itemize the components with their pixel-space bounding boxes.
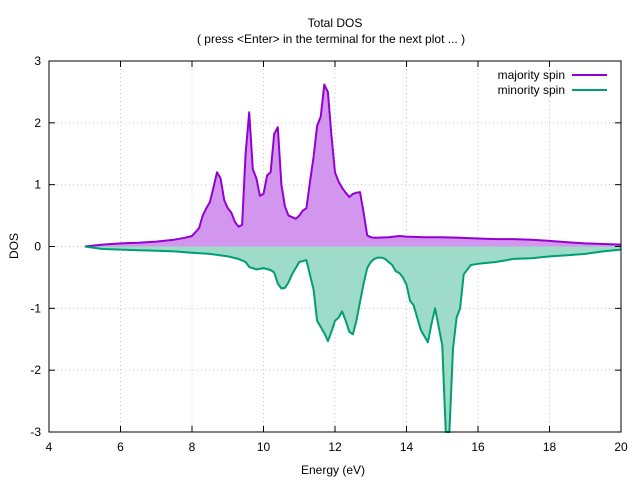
- x-axis-label: Energy (eV): [301, 463, 365, 477]
- y-tick-label: 3: [34, 54, 41, 68]
- x-tick-label: 6: [117, 440, 124, 454]
- y-tick-label: -3: [30, 425, 41, 439]
- x-tick-label: 14: [400, 440, 414, 454]
- x-tick-label: 20: [614, 440, 628, 454]
- legend-label-majority: majority spin: [498, 68, 565, 82]
- x-tick-label: 12: [328, 440, 342, 454]
- x-tick-label: 8: [189, 440, 196, 454]
- x-tick-label: 18: [543, 440, 557, 454]
- chart-title: Total DOS: [308, 16, 363, 30]
- x-tick-label: 10: [257, 440, 271, 454]
- series-fill-minority: [84, 246, 622, 432]
- y-tick-label: 2: [34, 116, 41, 130]
- axes: [48, 60, 622, 433]
- y-axis-label: DOS: [7, 233, 21, 259]
- y-tick-label: 1: [34, 178, 41, 192]
- legend: majority spin minority spin: [498, 68, 607, 97]
- x-tick-label: 16: [471, 440, 485, 454]
- series-lines: [84, 83, 622, 433]
- y-tick-label: -1: [30, 301, 41, 315]
- legend-label-minority: minority spin: [498, 83, 565, 97]
- y-tick-label: 0: [34, 240, 41, 254]
- series-line-minority: [84, 245, 622, 433]
- series-line-majority: [84, 83, 622, 248]
- chart-subtitle: ( press <Enter> in the terminal for the …: [197, 32, 465, 46]
- series-fills: [84, 84, 622, 432]
- series-fill-majority: [84, 84, 622, 247]
- x-tick-label: 4: [46, 440, 53, 454]
- y-tick-label: -2: [30, 363, 41, 377]
